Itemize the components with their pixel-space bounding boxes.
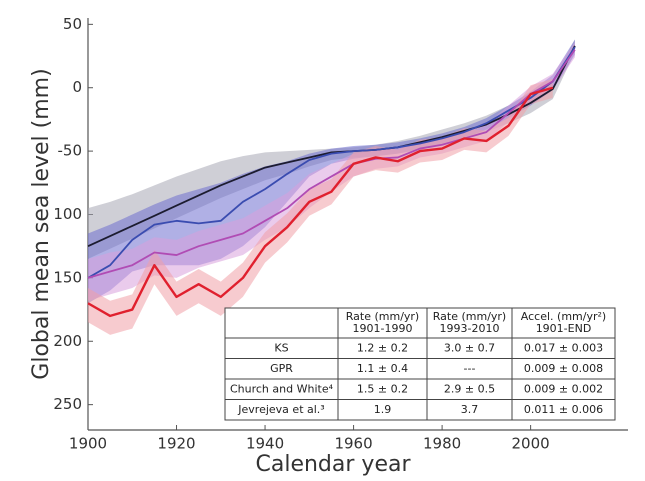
table-row-label: Church and White⁴ <box>230 382 334 395</box>
y-tick-label: 250 <box>53 395 82 413</box>
table-header: Rate (mm/yr) <box>433 310 506 323</box>
y-tick-label: 150 <box>53 268 82 286</box>
y-tick-label: 50 <box>63 15 82 33</box>
table-cell: 1.9 <box>374 403 392 416</box>
table-header: 1901-END <box>536 322 592 335</box>
x-axis-label: Calendar year <box>256 452 412 477</box>
x-tick-label: 1960 <box>334 435 372 453</box>
table-cell: --- <box>464 362 476 375</box>
y-tick-label: 0 <box>72 78 82 96</box>
table-cell: 0.009 ± 0.008 <box>524 362 603 375</box>
x-tick-label: 1940 <box>246 435 284 453</box>
table-cell: 1.1 ± 0.4 <box>357 362 408 375</box>
table-cell: 1.5 ± 0.2 <box>357 382 408 395</box>
x-tick-label: 1920 <box>157 435 195 453</box>
y-tick-label: 200 <box>53 332 82 350</box>
y-axis-label: Global mean sea level (mm) <box>29 68 54 379</box>
table-cell: 0.017 ± 0.003 <box>524 341 603 354</box>
table-row-label: GPR <box>270 362 293 375</box>
series-line <box>87 45 576 248</box>
table-cell: 3.0 ± 0.7 <box>444 341 495 354</box>
table-header: Accel. (mm/yr²) <box>521 310 606 323</box>
series-line <box>87 46 576 279</box>
table-cell: 2.9 ± 0.5 <box>444 382 495 395</box>
table-cell: 0.009 ± 0.002 <box>524 382 603 395</box>
x-tick-label: 2000 <box>512 435 550 453</box>
table-cell: 1.2 ± 0.2 <box>357 341 408 354</box>
y-tick-label: 100 <box>53 205 82 223</box>
table-header: 1901-1990 <box>353 322 413 335</box>
series-line <box>87 86 554 318</box>
table-header: 1993-2010 <box>440 322 500 335</box>
y-tick-label: -50 <box>58 142 83 160</box>
uncertainty-band <box>88 42 575 301</box>
table-row-label: KS <box>274 341 288 354</box>
table-header: Rate (mm/yr) <box>346 310 419 323</box>
series-line <box>87 49 576 279</box>
x-tick-label: 1980 <box>423 435 461 453</box>
x-tick-label: 1900 <box>69 435 107 453</box>
table-cell: 3.7 <box>461 403 479 416</box>
table-background <box>224 307 616 421</box>
table-cell: 0.011 ± 0.006 <box>524 403 603 416</box>
table-row-label: Jevrejeva et al.³ <box>237 403 324 416</box>
uncertainty-band <box>88 78 553 335</box>
